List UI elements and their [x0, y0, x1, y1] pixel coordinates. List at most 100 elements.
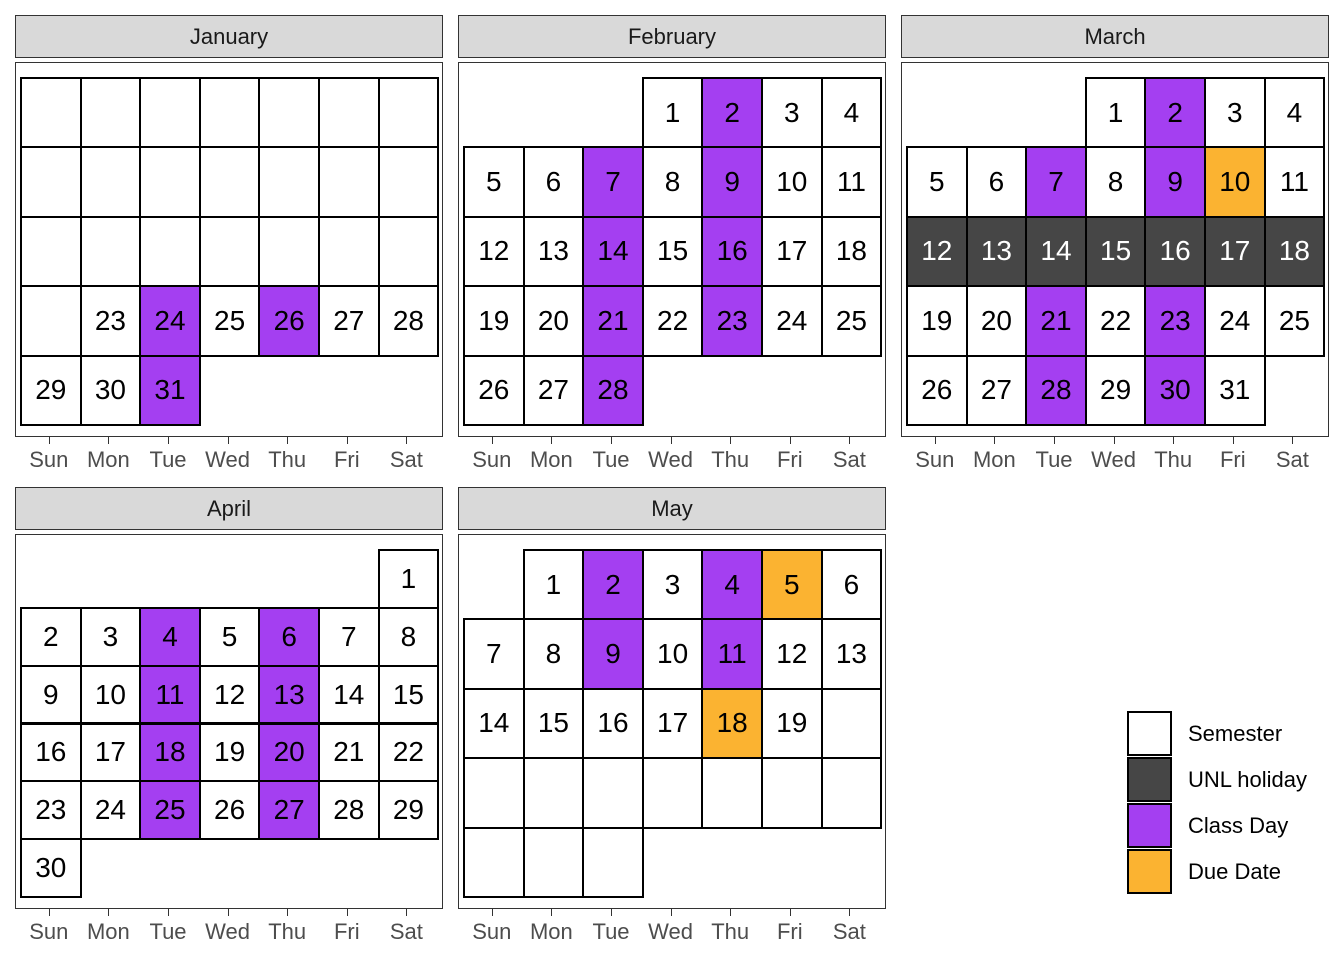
day-cell-march-5: 5	[906, 146, 968, 218]
day-cell-may-1: 1	[522, 549, 585, 621]
axis-label-fri: Fri	[333, 919, 360, 944]
day-cell-january-blank	[318, 215, 380, 288]
day-cell-february-22: 22	[641, 285, 704, 357]
axis-label-sun: Sun	[29, 447, 69, 472]
month-title: February	[458, 15, 886, 58]
day-cell-april-12: 12	[198, 664, 261, 725]
axis-tick	[108, 437, 110, 444]
day-cell-may-14: 14	[463, 687, 525, 760]
day-cell-may-blank	[820, 757, 883, 829]
day-cell-may-4: 4	[701, 549, 763, 621]
day-cell-march-3: 3	[1204, 77, 1266, 149]
day-cell-january-blank	[139, 146, 201, 218]
day-cell-march-8: 8	[1084, 146, 1147, 218]
month-panel-january: January 23 24 25 26 27 28 29 30 31 Sun Mon Tue Wed Thu…	[15, 15, 443, 477]
axis-label-sat: Sat	[1275, 447, 1309, 472]
day-cell-april-9: 9	[20, 664, 82, 725]
day-cell-may-11: 11	[701, 618, 763, 690]
day-cell-march-19: 19	[906, 285, 968, 357]
axis-label-tue: Tue	[592, 447, 630, 472]
day-cell-may-blank	[701, 757, 763, 829]
axis-tick	[789, 909, 791, 916]
day-cell-may-blank	[582, 757, 644, 829]
axis-label-fri: Fri	[776, 447, 803, 472]
axis-label-wed: Wed	[1091, 447, 1137, 472]
day-cell-january-23: 23	[79, 285, 142, 357]
axis-label-thu: Thu	[1154, 447, 1193, 472]
day-cell-april-28: 28	[318, 780, 380, 841]
day-cell-may-15: 15	[522, 687, 585, 760]
axis-tick	[491, 909, 493, 916]
axis-tick	[611, 437, 612, 444]
day-cell-february-5: 5	[463, 146, 525, 218]
axis-label-mon: Mon	[972, 447, 1016, 472]
day-cell-may-17: 17	[641, 687, 704, 760]
day-cell-march-9: 9	[1144, 146, 1206, 218]
axis-tick	[227, 909, 229, 916]
day-cell-april-3: 3	[79, 606, 142, 667]
axis-label-wed: Wed	[648, 447, 694, 472]
day-cell-march-25: 25	[1263, 285, 1326, 357]
axis-tick	[491, 437, 493, 444]
day-cell-march-21: 21	[1025, 285, 1087, 357]
axis-tick	[287, 909, 289, 916]
day-cell-may-blank	[761, 757, 823, 829]
axis-label-wed: Wed	[205, 919, 251, 944]
day-cell-february-23: 23	[701, 285, 763, 357]
day-cell-april-17: 17	[79, 722, 142, 783]
day-cell-april-30: 30	[20, 838, 82, 898]
month-grid: 1 2 3 4 5 6 7 8 9 10 11 12 13 14 15 16 17 18 19 20 21 22 23 24 2…	[458, 62, 886, 437]
day-cell-may-blank	[463, 826, 525, 898]
day-cell-march-24: 24	[1204, 285, 1266, 357]
day-cell-february-9: 9	[701, 146, 763, 218]
day-cell-april-22: 22	[377, 722, 440, 783]
axis-label-fri: Fri	[776, 919, 803, 944]
month-panel-march: March 1 2 3 4 5 6 7 8 9 10 11 12 13 14 15 16 17 18 19 20 21 22…	[901, 15, 1329, 477]
day-cell-may-blank	[463, 757, 525, 829]
month-title: May	[458, 487, 886, 530]
axis-label-wed: Wed	[205, 447, 251, 472]
day-cell-february-2: 2	[701, 77, 763, 149]
day-cell-january-blank	[258, 77, 320, 149]
day-cell-march-17: 17	[1204, 215, 1266, 288]
axis-tick	[287, 437, 289, 444]
day-cell-march-20: 20	[965, 285, 1028, 357]
day-cell-march-12: 12	[906, 215, 968, 288]
day-cell-may-8: 8	[522, 618, 585, 690]
day-cell-march-11: 11	[1263, 146, 1326, 218]
axis-tick	[346, 909, 348, 916]
day-cell-january-blank	[20, 77, 82, 149]
axis-label-sat: Sat	[389, 919, 423, 944]
day-cell-february-3: 3	[761, 77, 823, 149]
axis-label-tue: Tue	[1035, 447, 1073, 472]
day-cell-may-13: 13	[820, 618, 883, 690]
day-cell-april-8: 8	[377, 606, 440, 667]
day-cell-january-blank	[79, 146, 142, 218]
axis-tick	[168, 437, 169, 444]
month-grid: 23 24 25 26 27 28 29 30 31	[15, 62, 443, 437]
day-cell-january-30: 30	[79, 354, 142, 426]
day-cell-january-27: 27	[318, 285, 380, 357]
month-title: January	[15, 15, 443, 58]
day-cell-january-blank	[198, 77, 261, 149]
day-cell-march-28: 28	[1025, 354, 1087, 426]
day-cell-january-26: 26	[258, 285, 320, 357]
day-cell-february-8: 8	[641, 146, 704, 218]
axis-tick	[611, 909, 612, 916]
month-title: April	[15, 487, 443, 530]
day-cell-february-13: 13	[522, 215, 585, 288]
day-cell-february-4: 4	[820, 77, 883, 149]
day-cell-march-14: 14	[1025, 215, 1087, 288]
day-cell-february-28: 28	[582, 354, 644, 426]
day-cell-april-24: 24	[79, 780, 142, 841]
day-cell-february-17: 17	[761, 215, 823, 288]
day-cell-may-19: 19	[761, 687, 823, 760]
day-cell-january-blank	[258, 146, 320, 218]
axis-tick	[994, 437, 996, 444]
day-cell-march-23: 23	[1144, 285, 1206, 357]
legend-key-holiday	[1127, 757, 1172, 802]
day-cell-january-29: 29	[20, 354, 82, 426]
axis-label-sat: Sat	[832, 919, 866, 944]
day-cell-april-25: 25	[139, 780, 201, 841]
day-cell-february-15: 15	[641, 215, 704, 288]
